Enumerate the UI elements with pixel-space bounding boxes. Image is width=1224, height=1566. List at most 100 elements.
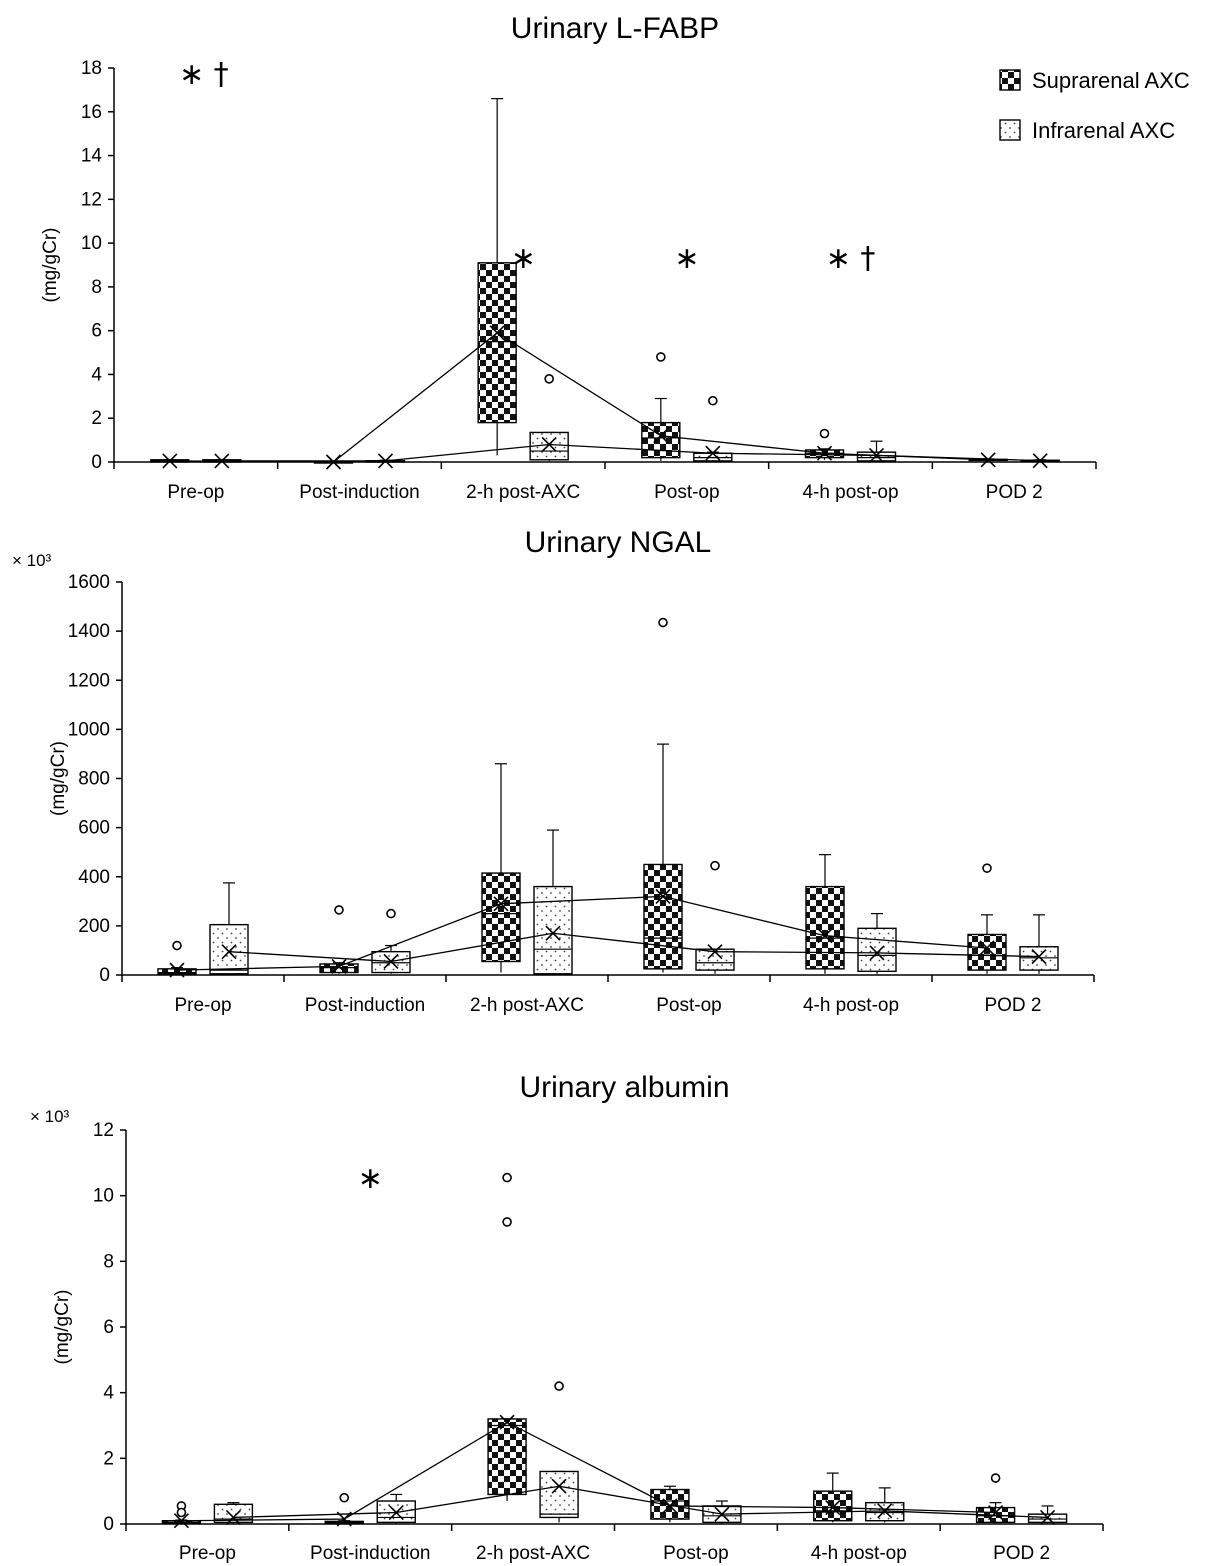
y-tick-label: 12 <box>93 1120 114 1141</box>
infrarenal-mean-line <box>221 443 1041 462</box>
box-plot <box>1019 914 1059 974</box>
box <box>213 1503 254 1524</box>
box-plot <box>813 1472 853 1523</box>
box-plot <box>213 1502 254 1525</box>
category-label: Post-op <box>654 482 719 503</box>
box <box>319 963 359 974</box>
category-label: POD 2 <box>993 1543 1050 1564</box>
category-label: Post-op <box>663 1543 728 1564</box>
category-label: Post-induction <box>299 482 419 503</box>
outlier-point <box>819 428 830 439</box>
outlier-point <box>990 1473 1001 1483</box>
box <box>157 968 197 975</box>
mean-marker <box>169 962 185 978</box>
box-plot <box>319 905 359 974</box>
category-label: POD 2 <box>984 995 1041 1016</box>
box <box>813 1490 853 1522</box>
outlier-point <box>172 940 182 951</box>
significance-marker: ∗ † <box>826 241 876 276</box>
y-tick-label: 800 <box>78 769 110 790</box>
box-plot <box>376 1493 416 1524</box>
outlier-point <box>982 863 992 873</box>
box-plot <box>856 440 897 463</box>
axis-multiplier: × 10³ <box>30 1107 70 1126</box>
y-axis-label: (mg/gCr) <box>48 741 69 816</box>
category-label: Pre-op <box>174 995 231 1016</box>
suprarenal-mean-line <box>176 895 988 971</box>
box-plot <box>695 860 735 974</box>
legend-swatch <box>999 119 1021 141</box>
box-plot <box>650 1485 690 1523</box>
y-axis-label: (mg/gCr) <box>52 1290 73 1365</box>
chart-title: Urinary NGAL <box>525 526 712 559</box>
y-tick-label: 1000 <box>68 719 110 740</box>
box-plot <box>641 352 681 461</box>
legend-label: Suprarenal AXC <box>1032 68 1190 93</box>
box-plot <box>324 1492 364 1527</box>
infrarenal-mean-line <box>228 932 1040 963</box>
box <box>967 933 1007 971</box>
legend-label: Infrarenal AXC <box>1032 118 1175 143</box>
box <box>539 1470 579 1519</box>
category-label: Pre-op <box>179 1543 236 1564</box>
box <box>487 1418 527 1496</box>
box <box>857 927 897 973</box>
box-plot <box>1027 1505 1068 1525</box>
y-tick-label: 200 <box>78 916 110 937</box>
y-tick-label: 12 <box>81 189 102 210</box>
category-label: Post-induction <box>310 1543 430 1564</box>
category-label: 2-h post-AXC <box>470 995 584 1016</box>
category-label: 4-h post-op <box>811 1543 907 1564</box>
significance-marker: ∗ † <box>179 57 229 92</box>
mean-marker <box>162 453 178 469</box>
box-plot <box>967 863 1007 974</box>
box-plot <box>481 763 521 973</box>
box <box>643 863 683 970</box>
y-tick-label: 8 <box>103 1251 114 1272</box>
outlier-point <box>386 908 396 919</box>
y-tick-label: 2 <box>103 1448 114 1469</box>
box <box>209 923 249 975</box>
y-tick-label: 10 <box>81 233 102 254</box>
chart-panel: Urinary L-FABP (mg/gCr) 0 2 4 6 8 10 12 14 16 18 Pre… <box>40 12 1190 503</box>
y-tick-label: 1600 <box>68 572 110 593</box>
significance-marker: ∗ <box>674 241 699 276</box>
y-tick-label: 0 <box>91 452 102 473</box>
outlier-point <box>502 1172 512 1183</box>
y-tick-label: 6 <box>103 1317 114 1338</box>
y-tick-label: 4 <box>103 1383 114 1404</box>
outlier-point <box>544 374 554 384</box>
category-label: Post-induction <box>305 995 425 1016</box>
box-plot <box>865 1487 905 1523</box>
legend: Suprarenal AXC Infrarenal AXC <box>999 68 1190 143</box>
box <box>695 948 735 971</box>
category-label: 4-h post-op <box>802 482 898 503</box>
chart-title: Urinary L-FABP <box>511 12 719 45</box>
outlier-point <box>339 1492 350 1503</box>
box-plot <box>157 940 197 978</box>
outlier-point <box>710 860 720 871</box>
y-tick-label: 400 <box>78 867 110 888</box>
y-tick-label: 600 <box>78 818 110 839</box>
box-plot <box>805 854 845 974</box>
chart-title: Urinary albumin <box>519 1071 729 1104</box>
outlier-point <box>502 1217 512 1227</box>
y-tick-label: 0 <box>103 1514 114 1535</box>
category-label: POD 2 <box>986 482 1043 503</box>
box-plot <box>693 395 733 462</box>
suprarenal-mean-line <box>181 1421 996 1522</box>
category-label: Post-op <box>656 995 721 1016</box>
box-plot <box>209 882 249 975</box>
y-axis-label: (mg/gCr) <box>40 228 61 303</box>
y-tick-label: 10 <box>93 1186 114 1207</box>
chart-panel: Urinary albumin (mg/gCr) × 10³ 0 2 4 6 8 10 12 Pre… <box>30 1071 1104 1564</box>
mean-marker <box>980 452 996 468</box>
y-tick-label: 0 <box>99 965 110 986</box>
category-label: Pre-op <box>167 482 224 503</box>
y-tick-label: 16 <box>81 102 102 123</box>
outlier-point <box>334 905 344 915</box>
box <box>1019 946 1059 971</box>
box-plot <box>487 1172 527 1502</box>
y-tick-label: 4 <box>91 364 102 385</box>
axis-multiplier: × 10³ <box>12 551 52 570</box>
